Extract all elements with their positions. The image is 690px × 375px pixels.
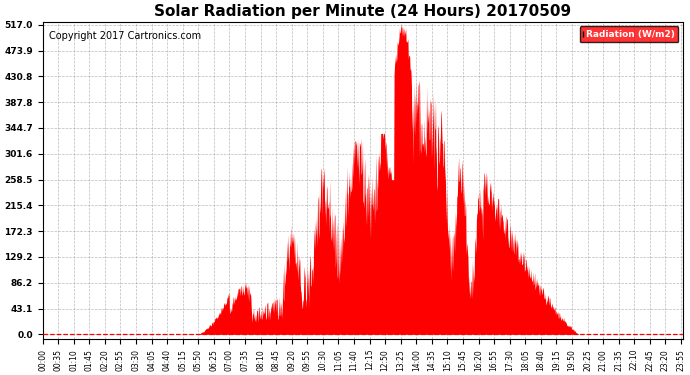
Text: Copyright 2017 Cartronics.com: Copyright 2017 Cartronics.com — [49, 31, 201, 41]
Title: Solar Radiation per Minute (24 Hours) 20170509: Solar Radiation per Minute (24 Hours) 20… — [154, 4, 571, 19]
Legend: Radiation (W/m2): Radiation (W/m2) — [580, 26, 678, 42]
